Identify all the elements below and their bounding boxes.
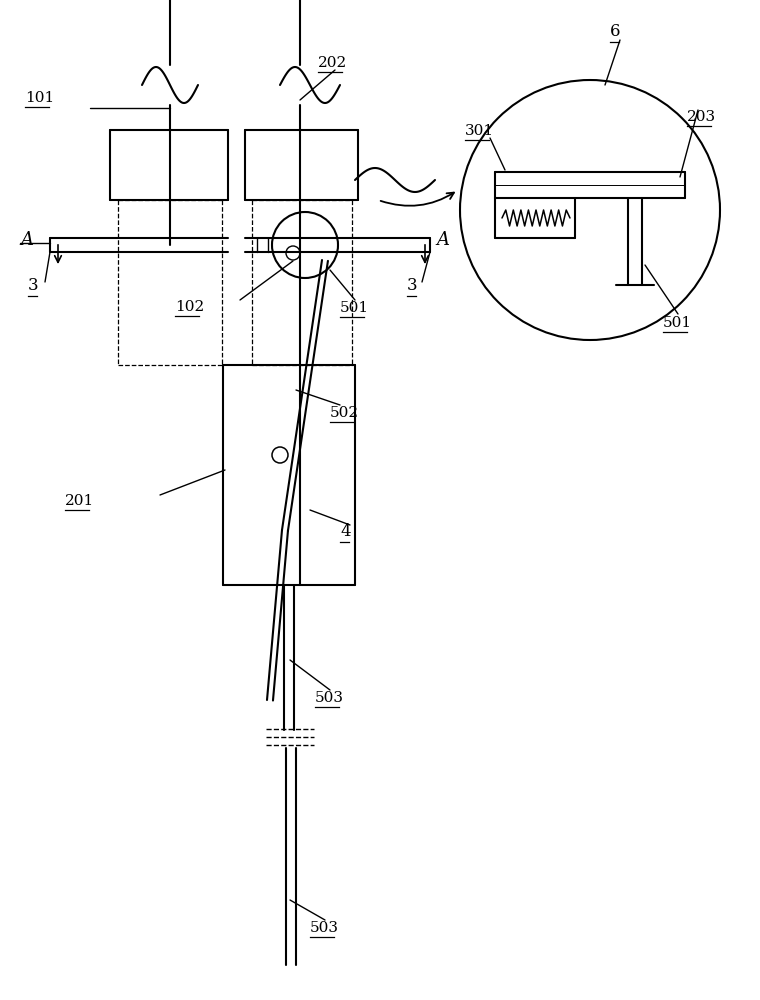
Text: 301: 301	[465, 124, 494, 138]
Text: 101: 101	[25, 91, 54, 105]
Text: 502: 502	[330, 406, 359, 420]
Text: 102: 102	[175, 300, 204, 314]
Text: A: A	[436, 231, 449, 249]
Text: 503: 503	[310, 921, 339, 935]
Text: 3: 3	[28, 277, 39, 294]
Text: A: A	[20, 231, 33, 249]
Text: 203: 203	[687, 110, 716, 124]
Text: 4: 4	[340, 523, 350, 540]
Text: 202: 202	[318, 56, 347, 70]
Text: 501: 501	[340, 301, 369, 315]
Text: 201: 201	[65, 494, 94, 508]
Text: 6: 6	[610, 23, 620, 40]
Text: 3: 3	[407, 277, 418, 294]
Text: 501: 501	[663, 316, 692, 330]
FancyArrowPatch shape	[381, 193, 454, 206]
Text: 503: 503	[315, 691, 344, 705]
